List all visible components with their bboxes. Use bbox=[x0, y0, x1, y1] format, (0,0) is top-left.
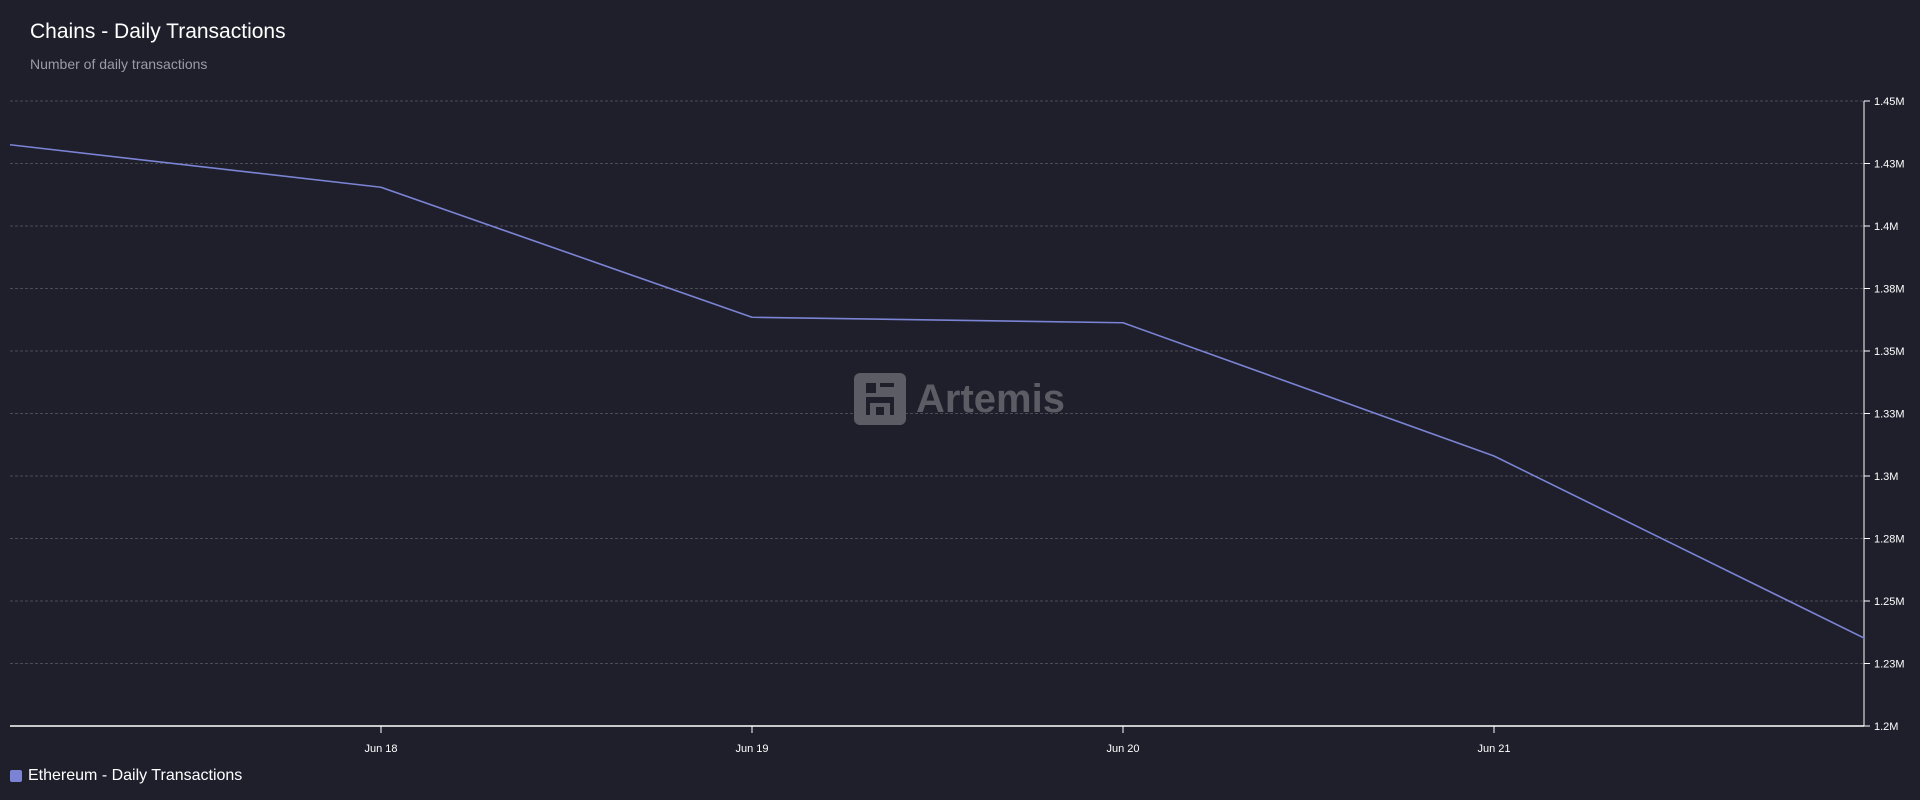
artemis-watermark: Artemis bbox=[854, 373, 1065, 425]
series-lines[interactable] bbox=[8, 143, 1867, 641]
x-tick-label: Jun 18 bbox=[364, 743, 397, 755]
legend-label[interactable]: Ethereum - Daily Transactions bbox=[28, 767, 243, 784]
chart-subtitle: Number of daily transactions bbox=[30, 56, 208, 72]
x-tick-label: Jun 21 bbox=[1477, 743, 1510, 755]
chart-title: Chains - Daily Transactions bbox=[30, 20, 286, 43]
y-tick-label: 1.28M bbox=[1874, 534, 1905, 546]
x-tick-label: Jun 20 bbox=[1106, 743, 1139, 755]
legend-swatch bbox=[10, 770, 22, 782]
watermark-text: Artemis bbox=[916, 376, 1065, 421]
x-tick-label: Jun 19 bbox=[735, 743, 768, 755]
grid-lines bbox=[10, 100, 1864, 664]
y-tick-label: 1.33M bbox=[1874, 409, 1905, 421]
y-tick-label: 1.45M bbox=[1874, 96, 1905, 108]
legend[interactable]: Ethereum - Daily Transactions bbox=[10, 767, 242, 785]
y-tick-label: 1.25M bbox=[1874, 596, 1905, 608]
artemis-logo-icon bbox=[854, 373, 906, 425]
axes: 1.2M 1.23M 1.25M 1.28M 1.3M 1.33M 1.35M 1.38M 1.… bbox=[10, 96, 1905, 755]
series-line[interactable] bbox=[9, 143, 1866, 640]
y-tick-label: 1.23M bbox=[1874, 659, 1905, 671]
y-tick-label: 1.3M bbox=[1874, 471, 1898, 483]
y-tick-label: 1.38M bbox=[1874, 284, 1905, 296]
y-tick-label: 1.43M bbox=[1874, 159, 1905, 171]
y-tick-label: 1.35M bbox=[1874, 346, 1905, 358]
y-tick-label: 1.4M bbox=[1874, 221, 1898, 233]
y-tick-label: 1.2M bbox=[1874, 721, 1898, 733]
